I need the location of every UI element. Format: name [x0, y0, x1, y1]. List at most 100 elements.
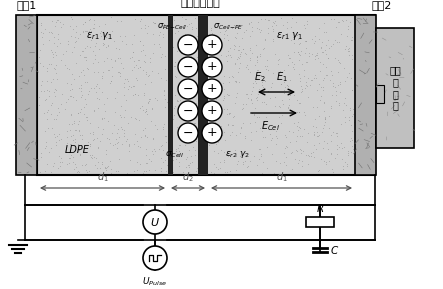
- Point: [351, 66, 358, 70]
- Point: [368, 171, 375, 175]
- Point: [52, 52, 59, 57]
- Point: [78, 86, 85, 90]
- Point: [320, 20, 327, 25]
- Point: [143, 169, 150, 173]
- Point: [139, 48, 146, 52]
- Point: [259, 79, 266, 84]
- Point: [134, 78, 141, 82]
- Point: [277, 121, 284, 125]
- Point: [335, 103, 342, 107]
- Point: [129, 50, 136, 54]
- Point: [186, 165, 193, 170]
- Point: [337, 140, 344, 145]
- Point: [367, 66, 374, 71]
- Point: [204, 109, 211, 114]
- Point: [341, 47, 348, 51]
- Point: [91, 108, 98, 113]
- Point: [337, 90, 344, 95]
- Point: [316, 68, 323, 73]
- Point: [242, 136, 249, 140]
- Point: [195, 151, 202, 156]
- Point: [63, 162, 70, 167]
- Point: [335, 40, 342, 44]
- Point: [161, 54, 168, 58]
- Point: [285, 105, 292, 110]
- Point: [94, 136, 101, 140]
- Point: [284, 82, 291, 87]
- Point: [257, 151, 264, 156]
- Point: [157, 76, 164, 81]
- Point: [342, 160, 349, 164]
- Point: [224, 93, 231, 97]
- Circle shape: [143, 210, 167, 234]
- Point: [74, 110, 81, 115]
- Point: [320, 50, 327, 54]
- Point: [173, 48, 180, 53]
- Point: [329, 84, 336, 89]
- Point: [302, 80, 309, 85]
- Text: $E_2$: $E_2$: [254, 70, 266, 84]
- Point: [181, 128, 188, 133]
- Point: [179, 15, 186, 19]
- Point: [344, 27, 351, 31]
- Point: [179, 87, 186, 92]
- Point: [208, 28, 215, 33]
- Text: $d_2$: $d_2$: [182, 170, 194, 184]
- Point: [99, 74, 106, 78]
- Point: [78, 48, 85, 53]
- Point: [87, 38, 94, 42]
- Point: [247, 97, 254, 101]
- Circle shape: [178, 57, 198, 77]
- Point: [120, 131, 128, 136]
- Point: [113, 19, 120, 23]
- Point: [57, 164, 64, 168]
- Point: [224, 153, 231, 158]
- Point: [263, 114, 270, 119]
- Point: [209, 94, 216, 98]
- Point: [113, 145, 120, 150]
- Point: [185, 21, 192, 26]
- Point: [43, 79, 50, 84]
- Point: [169, 170, 176, 175]
- Point: [322, 120, 329, 125]
- Point: [233, 79, 240, 84]
- Point: [41, 98, 48, 102]
- Point: [95, 70, 102, 75]
- Point: [251, 154, 258, 159]
- Point: [352, 64, 359, 68]
- Point: [205, 94, 212, 99]
- Point: [191, 147, 198, 152]
- Point: [120, 115, 127, 119]
- Point: [144, 30, 151, 35]
- Point: [165, 52, 172, 57]
- Point: [321, 100, 328, 104]
- Point: [77, 32, 84, 36]
- Point: [191, 45, 198, 49]
- Point: [242, 101, 249, 106]
- Point: [264, 30, 272, 35]
- Point: [207, 123, 214, 127]
- Point: [284, 25, 291, 30]
- Point: [348, 38, 355, 42]
- Point: [268, 24, 275, 28]
- Point: [242, 64, 249, 69]
- Point: [276, 114, 283, 119]
- Point: [260, 46, 267, 50]
- Point: [115, 55, 122, 60]
- Point: [55, 110, 62, 114]
- Point: [83, 168, 90, 172]
- Point: [230, 47, 237, 52]
- Point: [303, 83, 310, 88]
- Point: [52, 117, 59, 122]
- Point: [309, 51, 316, 56]
- Point: [224, 53, 231, 58]
- Point: [182, 39, 189, 44]
- Point: [330, 169, 337, 174]
- Point: [144, 101, 152, 105]
- Point: [46, 89, 53, 94]
- Point: [130, 59, 137, 64]
- Point: [108, 74, 115, 78]
- Point: [286, 93, 293, 97]
- Point: [47, 111, 54, 116]
- Point: [262, 135, 269, 140]
